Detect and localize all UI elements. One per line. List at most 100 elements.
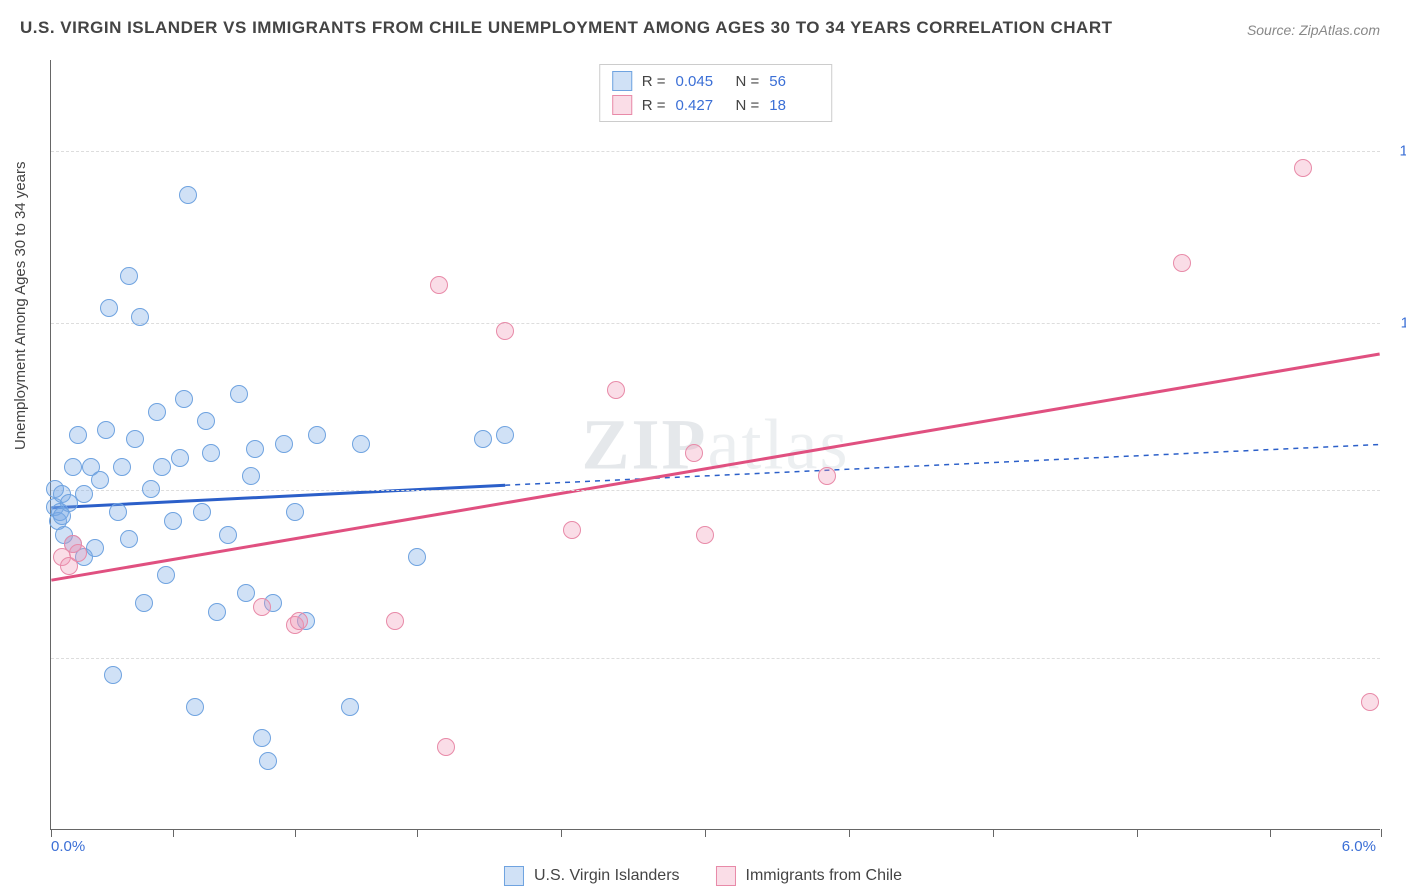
- gridline: [51, 490, 1380, 491]
- source-label: Source: ZipAtlas.com: [1247, 22, 1380, 38]
- data-point: [408, 548, 426, 566]
- data-point: [386, 612, 404, 630]
- n-label: N =: [736, 73, 760, 90]
- data-point: [290, 612, 308, 630]
- y-tick-label: 3.8%: [1388, 649, 1406, 666]
- data-point: [496, 426, 514, 444]
- r-label: R =: [642, 73, 666, 90]
- legend-row: R = 0.427 N = 18: [612, 93, 820, 117]
- r-value: 0.045: [676, 73, 726, 90]
- data-point: [120, 530, 138, 548]
- x-tick: [51, 829, 52, 837]
- watermark: ZIPatlas: [582, 403, 850, 486]
- legend-swatch: [716, 866, 736, 886]
- legend-label: Immigrants from Chile: [746, 867, 902, 885]
- data-point: [253, 598, 271, 616]
- data-point: [75, 485, 93, 503]
- data-point: [230, 385, 248, 403]
- data-point: [171, 449, 189, 467]
- x-tick: [1270, 829, 1271, 837]
- data-point: [175, 390, 193, 408]
- x-tick: [1381, 829, 1382, 837]
- y-tick-label: 11.2%: [1388, 314, 1406, 331]
- data-point: [97, 421, 115, 439]
- data-point: [193, 503, 211, 521]
- n-value: 18: [769, 97, 819, 114]
- x-tick-label: 6.0%: [1342, 838, 1376, 855]
- gridline: [51, 151, 1380, 152]
- data-point: [259, 752, 277, 770]
- legend-swatch: [504, 866, 524, 886]
- data-point: [1361, 693, 1379, 711]
- data-point: [308, 426, 326, 444]
- data-point: [91, 471, 109, 489]
- data-point: [208, 603, 226, 621]
- data-point: [275, 435, 293, 453]
- data-point: [142, 480, 160, 498]
- x-tick: [417, 829, 418, 837]
- data-point: [164, 512, 182, 530]
- data-point: [69, 426, 87, 444]
- data-point: [86, 539, 104, 557]
- data-point: [818, 467, 836, 485]
- data-point: [437, 738, 455, 756]
- x-tick: [1137, 829, 1138, 837]
- data-point: [186, 698, 204, 716]
- legend-item: Immigrants from Chile: [716, 866, 902, 886]
- data-point: [100, 299, 118, 317]
- chart-title: U.S. VIRGIN ISLANDER VS IMMIGRANTS FROM …: [20, 18, 1112, 38]
- gridline: [51, 323, 1380, 324]
- data-point: [253, 729, 271, 747]
- data-point: [153, 458, 171, 476]
- data-point: [1294, 159, 1312, 177]
- legend-item: U.S. Virgin Islanders: [504, 866, 680, 886]
- data-point: [109, 503, 127, 521]
- data-point: [197, 412, 215, 430]
- y-tick-label: 7.5%: [1388, 482, 1406, 499]
- data-point: [563, 521, 581, 539]
- data-point: [104, 666, 122, 684]
- y-axis-label: Unemployment Among Ages 30 to 34 years: [12, 161, 29, 450]
- y-tick-label: 15.0%: [1388, 142, 1406, 159]
- x-tick: [561, 829, 562, 837]
- legend-series: U.S. Virgin Islanders Immigrants from Chi…: [504, 866, 902, 886]
- x-tick: [849, 829, 850, 837]
- data-point: [69, 544, 87, 562]
- data-point: [685, 444, 703, 462]
- x-tick: [295, 829, 296, 837]
- data-point: [157, 566, 175, 584]
- data-point: [126, 430, 144, 448]
- data-point: [352, 435, 370, 453]
- plot-area: ZIPatlas R =0.045N =56R =0.427N =18 3.8%…: [50, 60, 1380, 830]
- legend-swatch: [612, 95, 632, 115]
- data-point: [1173, 254, 1191, 272]
- data-point: [607, 381, 625, 399]
- data-point: [430, 276, 448, 294]
- x-tick-label: 0.0%: [51, 838, 85, 855]
- r-label: R =: [642, 97, 666, 114]
- n-value: 56: [769, 73, 819, 90]
- data-point: [64, 458, 82, 476]
- data-point: [120, 267, 138, 285]
- data-point: [341, 698, 359, 716]
- x-tick: [993, 829, 994, 837]
- data-point: [219, 526, 237, 544]
- legend-label: U.S. Virgin Islanders: [534, 867, 680, 885]
- data-point: [179, 186, 197, 204]
- legend-row: R = 0.045 N = 56: [612, 69, 820, 93]
- data-point: [286, 503, 304, 521]
- data-point: [202, 444, 220, 462]
- data-point: [131, 308, 149, 326]
- data-point: [496, 322, 514, 340]
- r-value: 0.427: [676, 97, 726, 114]
- data-point: [696, 526, 714, 544]
- data-point: [242, 467, 260, 485]
- data-point: [113, 458, 131, 476]
- data-point: [237, 584, 255, 602]
- x-tick: [705, 829, 706, 837]
- n-label: N =: [736, 97, 760, 114]
- gridline: [51, 658, 1380, 659]
- x-tick: [173, 829, 174, 837]
- data-point: [246, 440, 264, 458]
- legend-swatch: [612, 71, 632, 91]
